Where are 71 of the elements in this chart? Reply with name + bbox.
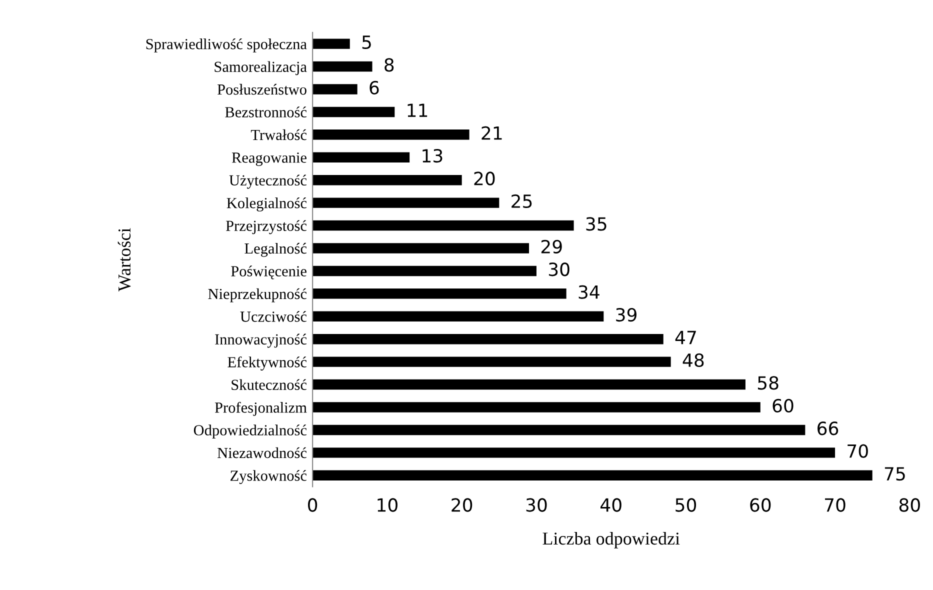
x-tick-label: 0 [308,498,318,512]
bar [312,198,500,208]
bar [312,220,574,231]
y-tick-label: Profesjonalizm [214,402,307,416]
bar [312,470,872,481]
bar [312,106,395,118]
y-tick-label: Kolegialność [226,198,307,212]
y-tick-label: Legalność [244,242,307,257]
y-tick-label: Nieprzekupność [208,288,307,302]
y-tick-label: Posłuszeństwo [217,84,306,95]
y-tick-label: Skuteczność [232,379,307,390]
x-tick-label: 80 [899,498,920,512]
x-axis-title: Liczba odpowiedzi [542,532,680,548]
data-label: 25 [512,194,532,208]
data-label: 6 [370,80,379,94]
data-label: 58 [758,376,778,390]
y-tick-label: Uczciwość [240,311,307,322]
data-label: 34 [578,285,600,299]
data-label: 70 [848,444,868,458]
bar [312,174,462,186]
y-tick-label: Sprawiedliwość społeczna [146,38,307,52]
y-tick-label: Odpowiedzialność [194,424,307,439]
data-label: 20 [474,172,495,186]
bar [312,266,536,276]
data-label: 11 [408,104,428,117]
y-tick-label: Bezstronność [225,106,307,118]
x-tick-label: 70 [825,498,846,512]
y-tick-label: Przejrzystość [226,220,307,234]
data-label: 8 [384,58,394,72]
y-axis-title: Wartości [118,228,131,292]
y-tick-label: Niezawodność [218,447,307,458]
data-label: 30 [548,262,570,276]
bar [312,61,372,72]
data-label: 66 [818,422,838,436]
bar [312,356,671,367]
x-tick-label: 30 [526,498,547,512]
bar [312,243,530,254]
data-label: 39 [616,308,636,322]
bar [312,311,604,322]
data-label: 60 [772,398,794,412]
x-tick-label: 40 [600,498,622,512]
bar [312,152,410,162]
data-label: 47 [675,330,696,344]
bar [312,379,746,390]
data-label: 48 [682,353,704,368]
data-label: 21 [482,126,502,140]
bar [312,448,836,458]
bar [312,38,350,49]
y-tick-label: Trwałość [250,129,307,140]
x-tick-label: 60 [750,498,771,512]
bar [312,334,664,344]
y-tick-label: Innowacyjność [215,334,307,348]
y-tick-label: Zyskowność [230,470,307,484]
y-tick-label: Reagowanie [232,152,306,166]
y-tick-label: Samorealizacja [214,61,307,76]
data-label: 5 [362,36,371,50]
x-tick-label: 50 [676,498,696,512]
bar [312,424,806,436]
y-tick-label: Efektywność [228,356,307,370]
y-tick-label: Użyteczność [229,174,307,189]
data-label: 75 [884,467,905,481]
bar [312,288,566,299]
y-tick-label: Poświęcenie [231,266,306,280]
x-tick-label: 10 [378,498,398,512]
data-label: 29 [541,240,562,254]
bar [312,402,760,412]
bar [312,130,470,140]
bar [312,84,358,94]
data-label: 35 [586,217,606,231]
x-tick-label: 20 [452,498,472,512]
data-label: 13 [422,148,442,163]
